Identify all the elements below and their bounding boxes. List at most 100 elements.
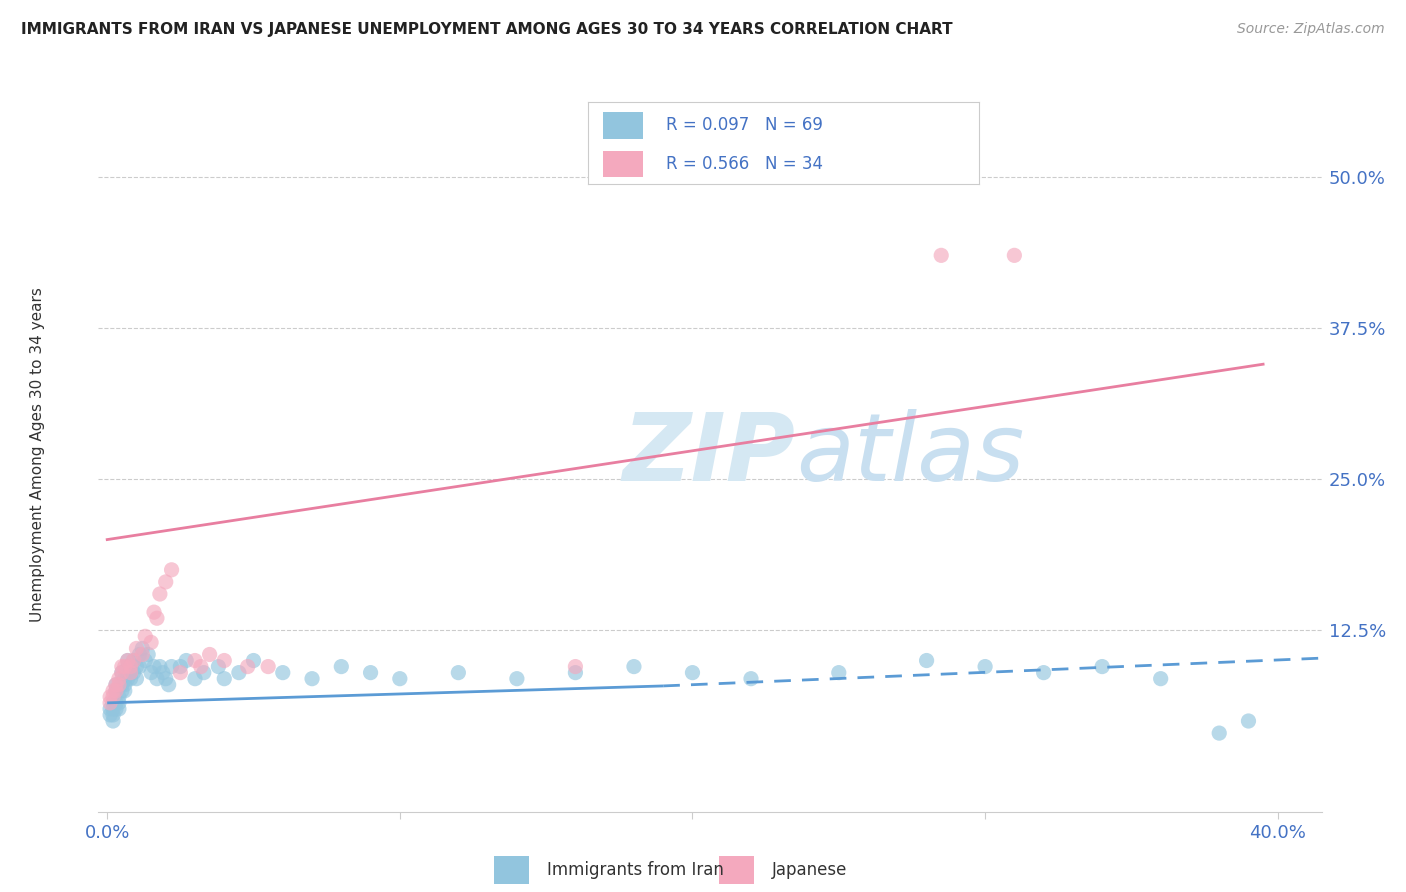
Point	[174, 654, 197, 668]
Point	[682, 665, 704, 680]
Point	[564, 659, 586, 673]
Text: ZIP: ZIP	[623, 409, 796, 501]
Point	[114, 683, 136, 698]
Point	[104, 683, 127, 698]
Point	[169, 659, 191, 673]
Point	[160, 659, 183, 673]
Point	[125, 659, 148, 673]
Point	[108, 696, 131, 710]
Point	[160, 563, 183, 577]
Point	[1091, 659, 1114, 673]
Point	[157, 678, 180, 692]
Point	[120, 659, 142, 673]
Point	[120, 665, 142, 680]
Point	[143, 659, 166, 673]
Point	[915, 654, 938, 668]
Text: IMMIGRANTS FROM IRAN VS JAPANESE UNEMPLOYMENT AMONG AGES 30 TO 34 YEARS CORRELAT: IMMIGRANTS FROM IRAN VS JAPANESE UNEMPLO…	[21, 22, 953, 37]
Point	[120, 665, 142, 680]
Point	[104, 678, 127, 692]
Point	[388, 672, 411, 686]
Point	[98, 702, 121, 716]
Point	[228, 665, 250, 680]
Point	[101, 702, 124, 716]
Point	[149, 659, 172, 673]
Point	[184, 654, 207, 668]
Point	[125, 641, 148, 656]
Point	[207, 659, 229, 673]
Point	[212, 654, 235, 668]
Point	[146, 611, 169, 625]
Point	[169, 665, 191, 680]
Point	[212, 672, 235, 686]
Point	[117, 654, 139, 668]
Point	[114, 672, 136, 686]
Point	[740, 672, 762, 686]
Point	[1237, 714, 1260, 728]
Point	[114, 678, 136, 692]
Point	[101, 690, 124, 704]
Point	[190, 659, 212, 673]
Point	[111, 665, 134, 680]
Point	[117, 672, 139, 686]
Point	[101, 708, 124, 723]
Point	[139, 635, 162, 649]
Point	[506, 672, 529, 686]
Point	[120, 659, 142, 673]
Point	[143, 605, 166, 619]
Point	[146, 672, 169, 686]
Point	[1208, 726, 1230, 740]
Point	[108, 672, 131, 686]
Point	[98, 708, 121, 723]
Point	[139, 665, 162, 680]
Point	[360, 665, 382, 680]
Text: atlas: atlas	[796, 409, 1024, 500]
Point	[271, 665, 294, 680]
Point	[111, 678, 134, 692]
Point	[108, 678, 131, 692]
Point	[330, 659, 353, 673]
Point	[108, 690, 131, 704]
Point	[111, 665, 134, 680]
Point	[623, 659, 645, 673]
Point	[111, 683, 134, 698]
Point	[564, 665, 586, 680]
Point	[828, 665, 851, 680]
Text: Source: ZipAtlas.com: Source: ZipAtlas.com	[1237, 22, 1385, 37]
Point	[257, 659, 280, 673]
Point	[128, 648, 150, 662]
Point	[447, 665, 470, 680]
Point	[236, 659, 259, 673]
Point	[134, 654, 156, 668]
Point	[120, 672, 142, 686]
Point	[111, 659, 134, 673]
Point	[104, 696, 127, 710]
Point	[1032, 665, 1054, 680]
Point	[98, 696, 121, 710]
Point	[193, 665, 215, 680]
Point	[122, 654, 145, 668]
Point	[104, 683, 127, 698]
Point	[1150, 672, 1173, 686]
Point	[114, 659, 136, 673]
Point	[128, 659, 150, 673]
Point	[929, 248, 952, 262]
Point	[125, 672, 148, 686]
Point	[134, 629, 156, 643]
Point	[101, 714, 124, 728]
Point	[131, 648, 153, 662]
Point	[98, 690, 121, 704]
Point	[198, 648, 221, 662]
Point	[117, 654, 139, 668]
Text: Unemployment Among Ages 30 to 34 years: Unemployment Among Ages 30 to 34 years	[30, 287, 45, 623]
Point	[152, 665, 174, 680]
Point	[104, 678, 127, 692]
Point	[101, 696, 124, 710]
Point	[149, 587, 172, 601]
Point	[108, 702, 131, 716]
Point	[301, 672, 323, 686]
Point	[101, 683, 124, 698]
Point	[974, 659, 997, 673]
Point	[155, 672, 177, 686]
Point	[117, 659, 139, 673]
Point	[155, 574, 177, 589]
